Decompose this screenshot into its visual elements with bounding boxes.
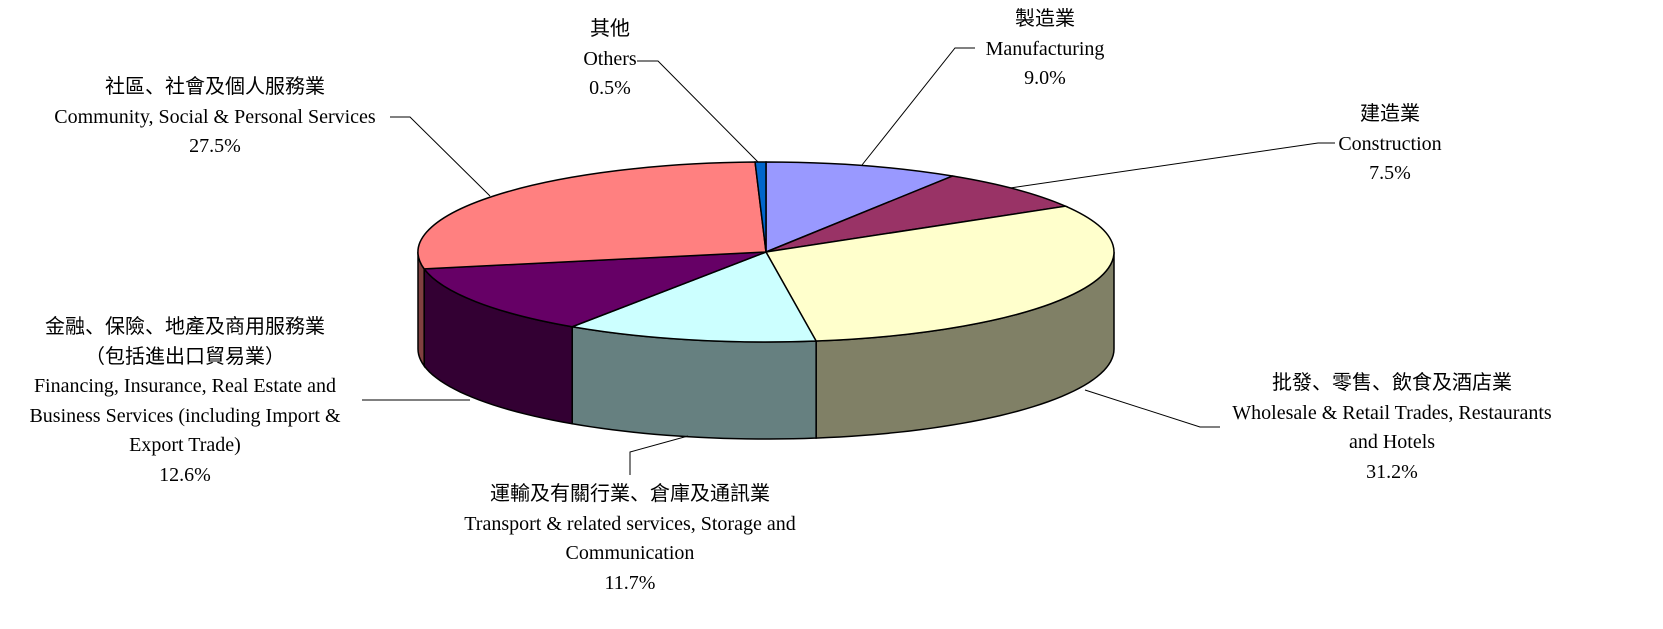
label-en: Manufacturing: [985, 37, 1105, 60]
slice-label: 批發、零售、飲食及酒店業 Wholesale & Retail Trades, R…: [1216, 369, 1568, 487]
label-zh: 金融、保險、地產及商用服務業（包括進出口貿易業）: [45, 316, 325, 368]
slice-label: 社區、社會及個人服務業 Community, Social & Personal …: [20, 73, 410, 162]
slice-label: 建造業 Construction 7.5%: [1280, 100, 1500, 189]
label-en: Financing, Insurance, Real Estate and Bu…: [29, 375, 341, 456]
value-label: 12.6%: [159, 463, 211, 486]
leader-line: [637, 60, 759, 163]
label-zh: 批發、零售、飲食及酒店業: [1272, 372, 1512, 394]
slice: [765, 161, 956, 254]
slice-side: [417, 251, 425, 369]
leader-line: [1009, 142, 1335, 189]
slice-side: [571, 325, 817, 440]
value-label: 0.5%: [589, 77, 631, 99]
leader-line: [629, 435, 689, 475]
slice: [422, 251, 767, 328]
leader-line: [390, 116, 491, 197]
label-zh: 製造業: [1015, 8, 1075, 30]
label-zh: 運輸及有關行業、倉庫及通訊業: [490, 483, 770, 505]
slice: [765, 175, 1069, 253]
label-zh: 社區、社會及個人服務業: [105, 76, 325, 98]
leader-line: [861, 47, 975, 166]
slice-label: 製造業 Manufacturing 9.0%: [935, 5, 1155, 94]
label-zh: 建造業: [1360, 103, 1420, 125]
label-en: Wholesale & Retail Trades, Restaurants a…: [1232, 401, 1552, 454]
label-en: Transport & related services, Storage an…: [464, 512, 796, 565]
value-label: 7.5%: [1369, 162, 1411, 184]
slice: [417, 161, 767, 270]
label-en: Others: [583, 47, 637, 70]
slice-label: 金融、保險、地產及商用服務業（包括進出口貿易業） Financing, Insur…: [9, 313, 361, 490]
value-label: 11.7%: [604, 571, 656, 594]
slice: [569, 251, 818, 343]
slice-label: 其他 Others 0.5%: [555, 15, 665, 104]
slice-label: 運輸及有關行業、倉庫及通訊業 Transport & related servic…: [444, 480, 816, 598]
label-zh: 其他: [590, 18, 630, 40]
leader-line: [1084, 389, 1220, 428]
value-label: 31.2%: [1366, 460, 1418, 483]
label-en: Community, Social & Personal Services: [54, 105, 376, 128]
label-en: Construction: [1338, 132, 1442, 155]
value-label: 27.5%: [189, 135, 241, 157]
slice: [754, 161, 767, 253]
value-label: 9.0%: [1024, 67, 1066, 89]
slice: [764, 205, 1115, 342]
